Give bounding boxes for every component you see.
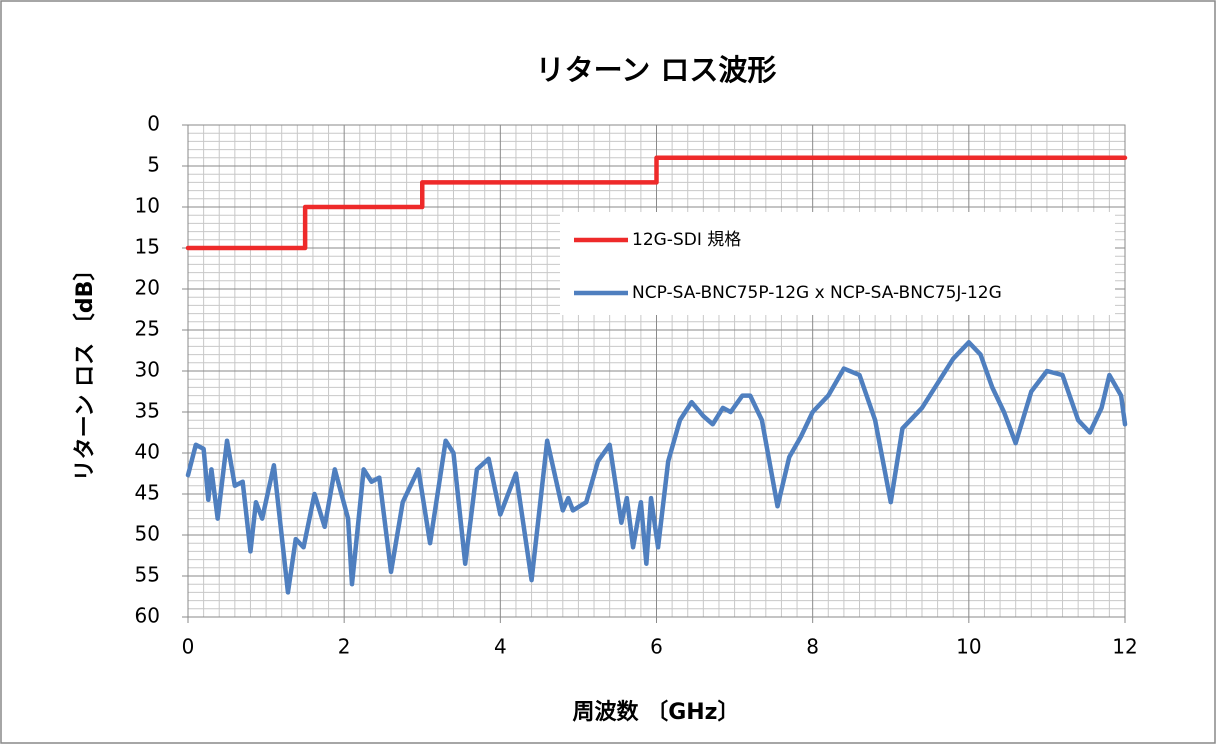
y-tick-label: 45	[135, 481, 160, 505]
chart-title: リターン ロス波形	[536, 53, 777, 87]
y-tick-label: 5	[147, 153, 160, 177]
y-tick-label: 25	[135, 317, 160, 341]
y-tick-label: 40	[135, 440, 160, 464]
x-tick-label: 10	[956, 635, 981, 659]
y-tick-label: 30	[135, 358, 160, 382]
legend-label: NCP-SA-BNC75P-12G x NCP-SA-BNC75J-12G	[632, 283, 1002, 303]
x-tick-label: 12	[1112, 635, 1137, 659]
x-tick-label: 8	[806, 635, 819, 659]
y-tick-label: 10	[135, 194, 160, 218]
series-line	[185, 340, 1128, 595]
y-axis-title: リターン ロス 〔dB〕	[73, 259, 98, 482]
y-tick-label: 60	[135, 604, 160, 628]
y-tick-label: 50	[135, 522, 160, 546]
legend-label: 12G-SDI 規格	[632, 230, 741, 250]
x-tick-label: 4	[494, 635, 507, 659]
legend-box	[560, 212, 1115, 315]
y-tick-label: 35	[135, 399, 160, 423]
plot-frame	[187, 124, 1126, 618]
y-tick-label: 0	[147, 112, 160, 136]
legend: 12G-SDI 規格 NCP-SA-BNC75P-12G x NCP-SA-BNC…	[560, 212, 1115, 315]
y-tick-label: 55	[135, 563, 160, 587]
x-tick-label: 6	[650, 635, 663, 659]
x-tick-label: 0	[182, 635, 195, 659]
y-tick-label: 20	[135, 276, 160, 300]
y-tick-label: 15	[135, 235, 160, 259]
x-tick-label: 2	[338, 635, 351, 659]
plot	[185, 155, 1128, 595]
series-line	[185, 155, 1128, 251]
x-axis-title: 周波数 〔GHz〕	[573, 699, 740, 725]
